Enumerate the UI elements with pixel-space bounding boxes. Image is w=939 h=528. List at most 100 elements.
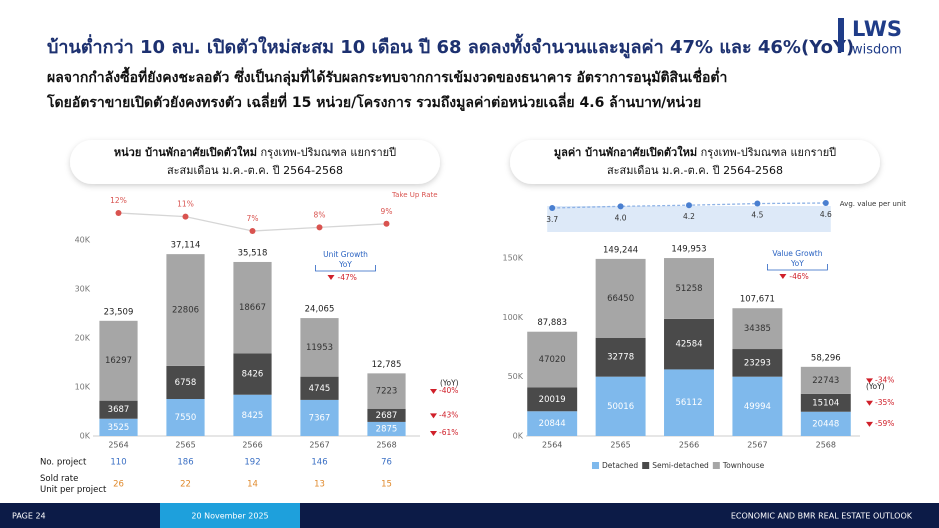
bar-segment: [300, 399, 339, 436]
growth-bracket: [315, 265, 376, 272]
x-tick-label: 2568: [376, 441, 396, 450]
chart-title: มูลค่า บ้านพักอาศัยเปิดตัวใหม่ กรุงเทพ-ป…: [554, 145, 836, 160]
bar-segment: [732, 376, 783, 436]
segment-label: 20448: [812, 419, 839, 429]
line-label: 7%: [247, 214, 259, 223]
segment-label: 66450: [607, 294, 634, 304]
line-point: [383, 220, 390, 227]
table-cell: 146: [311, 458, 327, 468]
y-tick-label: 100K: [502, 313, 523, 322]
down-arrow: [779, 274, 787, 279]
segment-label: 50016: [607, 402, 634, 412]
total-label: 12,785: [372, 360, 402, 370]
segment-label: 8425: [242, 411, 264, 421]
x-tick-label: 2565: [175, 441, 195, 450]
segment-label: 7550: [175, 413, 197, 423]
segment-label: 15104: [812, 398, 839, 408]
y-tick-label: 150K: [502, 254, 523, 263]
line-label: 4.0: [615, 213, 627, 222]
total-label: 24,065: [305, 305, 335, 315]
segment-label: 49994: [744, 402, 771, 412]
line-band: [547, 206, 831, 232]
total-label: 23,509: [104, 307, 134, 317]
bar-segment: [595, 337, 646, 377]
segment-label: 4745: [309, 384, 331, 394]
yoy-value: -43%: [439, 410, 458, 419]
y-tick-label: 0K: [513, 432, 524, 441]
legend-label: Detached: [602, 461, 638, 470]
bar-segment: [732, 349, 783, 377]
segment-label: 3687: [108, 405, 130, 415]
total-label: 58,296: [811, 353, 841, 363]
x-tick-label: 2568: [816, 441, 836, 450]
bar-segment: [800, 411, 851, 436]
x-tick-label: 2566: [242, 441, 262, 450]
chart-title-bold: หน่วย บ้านพักอาศัยเปิดตัวใหม่: [114, 145, 257, 159]
line-label: 8%: [314, 210, 326, 219]
chart-title-rest: กรุงเทพ-ปริมณฑล แยกรายปี: [257, 146, 396, 159]
slide-line: โดยอัตราขายเปิดตัวยังคงทรงตัว เฉลี่ยที่ …: [46, 92, 701, 111]
segment-label: 47020: [539, 355, 566, 365]
segment-label: 22806: [172, 306, 199, 316]
x-tick-label: 2564: [542, 441, 562, 450]
bar-segment: [367, 408, 406, 422]
chart-subtitle: สะสมเดือน ม.ค.-ต.ค. ปี 2564-2568: [607, 164, 783, 177]
chart-title-rest: กรุงเทพ-ปริมณฑล แยกรายปี: [697, 146, 836, 159]
yoy-value: -34%: [875, 375, 894, 384]
growth-value: -47%: [338, 273, 357, 282]
bar-segment: [166, 254, 205, 366]
down-arrow: [866, 421, 873, 427]
bar-segment: [367, 421, 406, 436]
line-label: 4.5: [751, 211, 763, 220]
bar-segment: [595, 376, 646, 436]
segment-label: 6758: [175, 378, 197, 388]
table-cell: 15: [381, 480, 392, 490]
logo-name: LWS: [852, 17, 902, 41]
bar-segment: [166, 399, 205, 436]
table-cell: 186: [177, 458, 193, 468]
bar-segment: [367, 373, 406, 409]
bar-segment: [233, 261, 272, 354]
segment-label: 16297: [105, 356, 132, 366]
growth-sub: YoY: [790, 259, 804, 268]
legend-swatch: [592, 462, 599, 469]
line-point: [249, 228, 256, 234]
line-point: [822, 200, 829, 206]
y-tick-label: 0K: [80, 432, 91, 441]
line-point: [549, 205, 556, 211]
segment-label: 22743: [812, 376, 839, 386]
footer-date: 20 November 2025: [191, 512, 268, 521]
down-arrow: [866, 378, 873, 384]
growth-label: Value Growth: [772, 249, 822, 258]
segment-label: 8426: [242, 370, 264, 380]
footer-page: PAGE 24: [12, 512, 46, 521]
legend-label: Semi-detached: [652, 461, 709, 470]
growth-bracket: [767, 264, 828, 271]
legend-swatch: [712, 462, 720, 469]
yoy-header: (YoY): [440, 378, 459, 387]
slide-line: ผลจากกำลังซื้อที่ยังคงชะลอตัว ซึ่งเป็นกล…: [47, 66, 727, 86]
x-tick-label: 2566: [679, 441, 699, 450]
segment-label: 34385: [744, 324, 771, 334]
footer-date-bg: [160, 503, 300, 528]
segment-label: 2687: [376, 411, 398, 421]
down-arrow: [430, 413, 437, 419]
x-tick-label: 2565: [610, 441, 630, 450]
yoy-value: -59%: [875, 419, 894, 428]
line-point: [182, 213, 189, 220]
chart-title-bold: มูลค่า บ้านพักอาศัยเปิดตัวใหม่: [554, 145, 697, 160]
y-tick-label: 30K: [75, 285, 91, 294]
line-point: [754, 200, 761, 207]
bar-segment: [99, 418, 138, 436]
yoy-value: -35%: [875, 398, 894, 407]
segment-label: 20019: [539, 395, 566, 405]
down-arrow: [430, 389, 437, 395]
bar-segment: [233, 394, 272, 436]
bar-segment: [527, 331, 578, 388]
bar-segment: [166, 365, 205, 400]
segment-label: 7223: [376, 387, 398, 397]
table-cell: 26: [113, 480, 124, 490]
chart-subtitle: สะสมเดือน ม.ค.-ต.ค. ปี 2564-2568: [167, 164, 343, 177]
